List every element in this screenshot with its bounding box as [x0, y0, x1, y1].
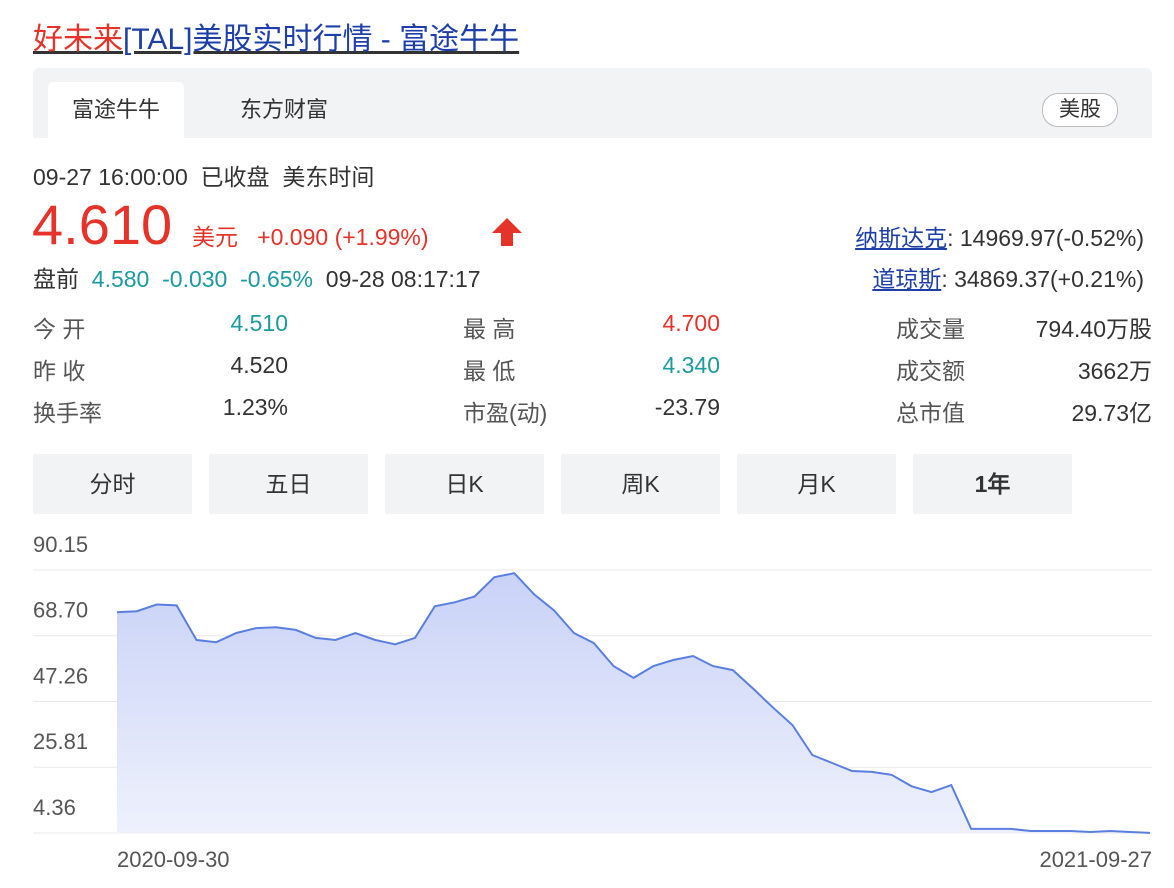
title-rest[interactable]: [TAL]美股实时行情 - 富途牛牛 — [123, 23, 520, 56]
stat-label: 最 高 — [463, 316, 516, 342]
stat-value: 1.23% — [222, 394, 288, 420]
tab[interactable]: 富途牛牛 — [48, 82, 184, 138]
premarket-time: 09-28 08:17:17 — [325, 266, 481, 292]
stat-label: 昨 收 — [33, 358, 86, 384]
price: 4.610 — [32, 193, 173, 256]
stat-label: 市盈(动) — [463, 400, 548, 426]
period-tab[interactable]: 月K — [737, 454, 896, 514]
premarket-change-pct: -0.65% — [240, 266, 313, 292]
x-tick-label: 2020-09-30 — [117, 847, 230, 872]
index-value: : 14969.97(-0.52%) — [947, 225, 1144, 251]
stat-value: 4.340 — [662, 352, 720, 378]
period-tab[interactable]: 五日 — [209, 454, 368, 514]
stat-label: 换手率 — [33, 400, 102, 426]
stat-label: 成交量 — [896, 316, 965, 342]
stat-label: 最 低 — [463, 358, 516, 384]
stat-label: 今 开 — [33, 316, 86, 342]
change: +0.090 — [257, 224, 329, 250]
tab[interactable]: 东方财富 — [239, 97, 328, 122]
market-badge[interactable]: 美股 — [1042, 93, 1118, 127]
period-tab[interactable]: 周K — [561, 454, 720, 514]
index-row: 道琼斯: 34869.37(+0.21%) — [872, 260, 1144, 294]
up-arrow — [492, 218, 522, 246]
index-value: : 34869.37(+0.21%) — [941, 266, 1144, 292]
change-pct: (+1.99%) — [334, 224, 429, 250]
currency: 美元 — [192, 224, 238, 250]
stat-value: 794.40万股 — [1035, 316, 1152, 342]
chart: 90.15 68.70 47.26 25.81 4.36 2020-09-30 2021-0… — [33, 532, 1152, 872]
stat-value: 4.510 — [230, 310, 288, 336]
x-tick-label: 2021-09-27 — [1039, 847, 1152, 872]
premarket-change: -0.030 — [162, 266, 228, 292]
y-tick-label: 68.70 — [33, 598, 88, 623]
y-tick-label: 47.26 — [33, 663, 88, 688]
quote-time: 09-27 16:00:00 — [33, 164, 188, 190]
y-tick-label: 4.36 — [33, 795, 76, 820]
quote-status: 已收盘 — [200, 164, 270, 190]
period-tab[interactable]: 分时 — [33, 454, 192, 514]
index-name[interactable]: 纳斯达克 — [855, 225, 948, 251]
price-line — [116, 572, 1151, 834]
stat-value: 4.520 — [230, 352, 288, 378]
stat-label: 总市值 — [896, 400, 965, 426]
timezone: 美东时间 — [282, 164, 375, 190]
title-name[interactable]: 好未来 — [33, 23, 123, 56]
y-tick-label: 25.81 — [33, 729, 88, 754]
quote-time-row: 09-27 16:00:00 已收盘 美东时间 — [33, 158, 374, 192]
y-tick-label: 90.15 — [33, 532, 88, 557]
stat-value: 3662万 — [1077, 358, 1152, 384]
premarket-price: 4.580 — [91, 266, 150, 292]
stat-value: -23.79 — [654, 394, 720, 420]
stat-value: 29.73亿 — [1071, 400, 1152, 426]
premarket-label: 盘前 — [33, 266, 79, 292]
tab-bar — [33, 68, 1152, 138]
stat-label: 成交额 — [896, 358, 965, 384]
period-tab[interactable]: 1年 — [913, 454, 1072, 514]
index-row: 纳斯达克: 14969.97(-0.52%) — [855, 219, 1144, 253]
period-tab[interactable]: 日K — [385, 454, 544, 514]
price-change-row: 美元 +0.090 (+1.99%) — [192, 218, 429, 252]
stat-value: 4.700 — [662, 310, 720, 336]
area-fill — [117, 573, 1150, 833]
page-title[interactable]: 好未来[TAL]美股实时行情 - 富途牛牛 — [33, 14, 519, 58]
index-name[interactable]: 道琼斯 — [872, 266, 942, 292]
premarket-row: 盘前 4.580 -0.030 -0.65% 09-28 08:17:17 — [33, 260, 481, 294]
